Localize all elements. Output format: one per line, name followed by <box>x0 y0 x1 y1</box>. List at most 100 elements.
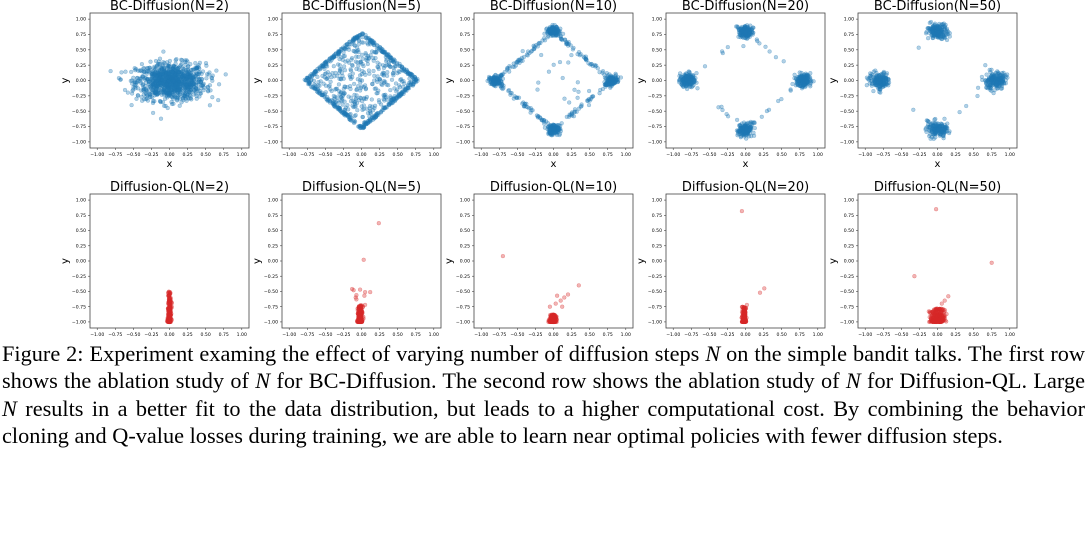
data-point <box>216 97 221 103</box>
subplot-title: BC-Diffusion(N=5) <box>302 0 421 14</box>
data-point <box>176 80 181 85</box>
data-point <box>184 79 189 84</box>
data-point <box>182 75 187 80</box>
data-point <box>133 86 138 91</box>
data-point <box>757 41 762 46</box>
data-point <box>129 69 134 75</box>
data-point <box>937 130 942 136</box>
data-point <box>185 96 191 101</box>
x-tick-label: 0.25 <box>182 152 192 158</box>
data-point <box>159 92 164 97</box>
subplot-5: Diffusion-QL(N=2)−1.00−1.00−0.75−0.75−0.… <box>60 180 250 340</box>
data-point <box>383 92 388 97</box>
data-point <box>186 64 191 69</box>
y-tick-label: 0.75 <box>268 213 278 219</box>
data-point <box>496 75 502 80</box>
data-point <box>773 55 779 60</box>
data-point <box>167 84 172 89</box>
data-point <box>331 64 336 69</box>
y-tick-label: 1.00 <box>844 17 854 23</box>
data-point <box>975 93 980 99</box>
x-tick-label: 0.50 <box>201 332 211 338</box>
y-tick-label: 0.00 <box>76 78 86 84</box>
data-point <box>759 114 764 119</box>
x-tick-label: −0.25 <box>144 332 158 338</box>
data-point <box>167 77 173 82</box>
data-point <box>869 83 875 88</box>
x-tick-label: −0.75 <box>300 332 314 338</box>
data-point <box>739 121 745 126</box>
x-tick-label: −0.50 <box>894 152 908 158</box>
data-point <box>583 56 588 61</box>
data-point <box>150 100 156 106</box>
data-point <box>184 87 190 92</box>
data-point <box>152 90 158 96</box>
data-point <box>694 71 699 76</box>
data-point <box>158 73 163 79</box>
data-point <box>197 76 202 82</box>
data-point <box>197 70 202 75</box>
data-point <box>185 59 190 64</box>
data-point <box>123 69 128 74</box>
data-point <box>534 113 540 118</box>
data-point <box>188 61 193 67</box>
y-tick-label: −0.75 <box>264 304 278 310</box>
data-point <box>165 66 170 71</box>
data-point <box>161 75 166 80</box>
x-tick-label: −0.25 <box>528 152 542 158</box>
data-point <box>188 88 193 93</box>
data-point <box>193 65 198 70</box>
data-point <box>320 64 325 69</box>
y-tick-label: 0.25 <box>76 63 86 69</box>
data-point <box>192 81 197 87</box>
y-tick-label: −0.75 <box>264 124 278 130</box>
data-point <box>379 49 385 55</box>
data-point <box>336 82 342 87</box>
y-axis-label: y <box>60 258 71 264</box>
data-point <box>168 79 173 84</box>
data-point <box>187 85 192 90</box>
data-point <box>353 59 358 64</box>
data-point <box>174 88 180 93</box>
data-point <box>557 131 563 136</box>
data-point <box>158 99 163 104</box>
data-point <box>155 63 160 68</box>
data-point <box>586 61 591 66</box>
data-point <box>395 87 400 92</box>
data-point <box>541 119 547 124</box>
data-point <box>547 319 553 325</box>
data-point <box>570 47 576 52</box>
data-point <box>167 78 172 83</box>
data-point <box>677 78 682 83</box>
data-point <box>157 84 162 89</box>
data-point <box>125 90 131 95</box>
data-point <box>180 72 186 77</box>
data-point <box>150 69 156 74</box>
data-point <box>925 36 931 41</box>
data-point <box>138 76 143 81</box>
data-point <box>166 84 172 90</box>
data-point <box>176 83 181 88</box>
data-point <box>152 76 158 81</box>
data-point <box>144 87 149 93</box>
y-tick-label: 0.00 <box>268 259 278 265</box>
data-point <box>166 74 172 79</box>
data-point <box>535 44 540 49</box>
data-point <box>554 24 559 30</box>
data-point <box>613 71 618 76</box>
y-tick-label: 0.50 <box>844 47 854 53</box>
data-point <box>569 52 574 58</box>
data-point <box>168 68 174 73</box>
data-point <box>506 88 511 94</box>
data-point <box>167 72 172 77</box>
data-point <box>329 57 334 62</box>
data-point <box>181 66 186 72</box>
data-point <box>804 80 810 85</box>
data-point <box>174 74 179 80</box>
data-point <box>160 62 165 67</box>
data-point <box>529 49 534 54</box>
data-point <box>191 67 197 72</box>
data-point <box>194 66 200 71</box>
data-point <box>354 36 359 41</box>
data-point <box>339 66 344 72</box>
